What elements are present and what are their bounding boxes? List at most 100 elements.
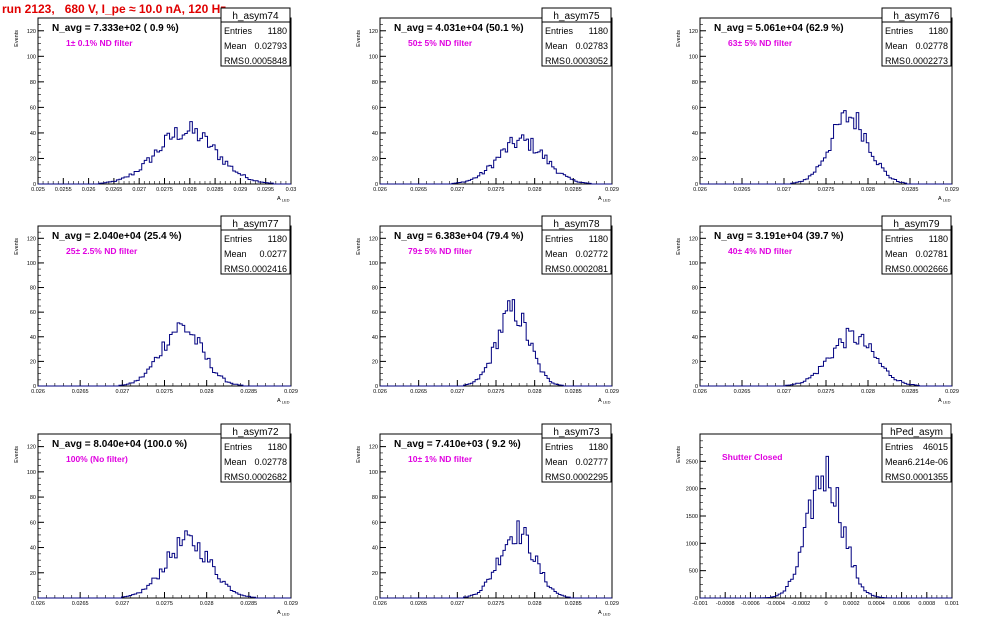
y-tick-label: 60 xyxy=(30,520,36,526)
histogram-line xyxy=(380,520,612,599)
stats-key: RMS xyxy=(885,56,905,66)
stats-value: -6.214e-06 xyxy=(904,457,948,467)
x-tick-label: 0.001 xyxy=(945,601,959,607)
stats-title: h_asym75 xyxy=(553,11,600,22)
y-tick-label: 0 xyxy=(375,182,378,188)
stats-box xyxy=(220,7,291,67)
y-tick-label: 100 xyxy=(369,261,378,267)
stats-key: RMS xyxy=(885,472,905,482)
y-tick-label: 80 xyxy=(372,80,378,86)
x-tick-label: 0.0265 xyxy=(410,187,427,193)
y-tick-label: 20 xyxy=(692,156,698,162)
filter-note: 63± 5% ND filter xyxy=(728,38,793,48)
stats-key: Mean xyxy=(224,41,247,51)
x-tick-label: 0.0265 xyxy=(410,389,427,395)
stats-value: 0.02777 xyxy=(575,457,608,467)
stats-key: Mean xyxy=(885,457,908,467)
stats-title: h_asym74 xyxy=(232,11,279,22)
x-axis-title: A LED xyxy=(277,610,290,617)
stats-title: h_asym72 xyxy=(232,427,279,438)
stats-value: 0.02783 xyxy=(575,41,608,51)
y-tick-label: 500 xyxy=(689,569,698,575)
x-axis-title: A LED xyxy=(598,196,611,203)
x-tick-label: 0.0265 xyxy=(72,601,89,607)
navg-label: N_avg = 6.383e+04 (79.4 %) xyxy=(394,231,524,242)
stats-value: 1180 xyxy=(268,234,287,244)
stats-box xyxy=(881,423,952,483)
y-tick-label: 0 xyxy=(695,182,698,188)
y-tick-label: 60 xyxy=(692,105,698,111)
histogram-line xyxy=(380,299,612,387)
y-tick-label: 20 xyxy=(30,359,36,365)
stats-value: 46015 xyxy=(923,442,948,452)
x-tick-label: 0.027 xyxy=(777,389,791,395)
stats-value: 0.0005848 xyxy=(244,56,287,66)
navg-label: N_avg = 7.410e+03 ( 9.2 %) xyxy=(394,439,521,450)
stats-key: Entries xyxy=(545,26,574,36)
x-axis-title: A LED xyxy=(277,398,290,405)
stats-key: RMS xyxy=(545,56,565,66)
x-tick-label: -0.001 xyxy=(692,601,708,607)
x-tick-label: 0.027 xyxy=(450,187,464,193)
y-tick-label: 0 xyxy=(33,182,36,188)
stats-box xyxy=(881,215,952,275)
x-tick-label: -0.0008 xyxy=(716,601,735,607)
x-tick-label: 0.0275 xyxy=(156,601,173,607)
filter-note: 25± 2.5% ND filter xyxy=(66,246,138,256)
stats-title: hPed_asym xyxy=(890,427,943,438)
y-tick-label: 2500 xyxy=(686,459,698,465)
stats-value: 1180 xyxy=(929,26,948,36)
y-tick-label: 80 xyxy=(30,80,36,86)
stats-key: RMS xyxy=(545,472,565,482)
stats-box xyxy=(541,215,612,275)
x-tick-label: 0.0285 xyxy=(240,389,257,395)
x-tick-label: 0.026 xyxy=(31,389,45,395)
stats-box xyxy=(220,215,291,275)
x-tick-label: 0.029 xyxy=(605,187,619,193)
y-axis-title: Events xyxy=(356,30,362,47)
x-tick-label: 0.029 xyxy=(284,601,298,607)
x-tick-label: 0.027 xyxy=(777,187,791,193)
stats-value: 0.02781 xyxy=(915,249,948,259)
stats-key: Mean xyxy=(545,41,568,51)
x-tick-label: 0.0275 xyxy=(818,187,835,193)
histogram-panel-h_asym79: 0 20 40 60 80 100 120 0.026 0.0265 0.027 0.0275 0.0… xyxy=(676,215,959,405)
x-tick-label: 0.028 xyxy=(183,187,197,193)
x-tick-label: 0.0295 xyxy=(257,187,274,193)
stats-value: 0.0002666 xyxy=(905,264,948,274)
y-tick-label: 40 xyxy=(30,131,36,137)
x-tick-label: 0.0006 xyxy=(893,601,910,607)
y-tick-label: 80 xyxy=(692,80,698,86)
filter-note: 10± 1% ND filter xyxy=(408,454,473,464)
y-tick-label: 100 xyxy=(27,54,36,60)
stats-title: h_asym79 xyxy=(893,219,940,230)
y-tick-label: 100 xyxy=(369,54,378,60)
y-tick-label: 60 xyxy=(692,310,698,316)
y-tick-label: 20 xyxy=(30,156,36,162)
stats-key: Mean xyxy=(885,249,908,259)
y-axis-title: Events xyxy=(14,446,20,463)
x-axis-title: A LED xyxy=(598,610,611,617)
y-tick-label: 60 xyxy=(372,520,378,526)
x-tick-label: 0.0275 xyxy=(156,389,173,395)
x-tick-label: 0.028 xyxy=(861,187,875,193)
x-tick-label: 0.028 xyxy=(200,601,214,607)
histogram-panel-h_asym72: 0 20 40 60 80 100 120 0.026 0.0265 0.027 0.0275 0.0… xyxy=(14,423,298,617)
y-tick-label: 120 xyxy=(689,236,698,242)
stats-value: 0.0277 xyxy=(259,249,287,259)
stats-key: Mean xyxy=(545,249,568,259)
y-axis-title: Events xyxy=(356,446,362,463)
x-tick-label: 0.026 xyxy=(82,187,96,193)
y-tick-label: 120 xyxy=(27,29,36,35)
stats-key: Entries xyxy=(224,26,253,36)
y-tick-label: 0 xyxy=(33,596,36,602)
x-tick-label: 0.0275 xyxy=(156,187,173,193)
x-tick-label: 0.0265 xyxy=(734,187,751,193)
x-axis-title: A LED xyxy=(938,196,951,203)
stats-value: 1180 xyxy=(268,26,287,36)
stats-value: 0.02793 xyxy=(254,41,287,51)
y-axis-title: Events xyxy=(14,30,20,47)
y-tick-label: 20 xyxy=(372,359,378,365)
filter-note: 79± 5% ND filter xyxy=(408,246,473,256)
y-tick-label: 120 xyxy=(27,236,36,242)
